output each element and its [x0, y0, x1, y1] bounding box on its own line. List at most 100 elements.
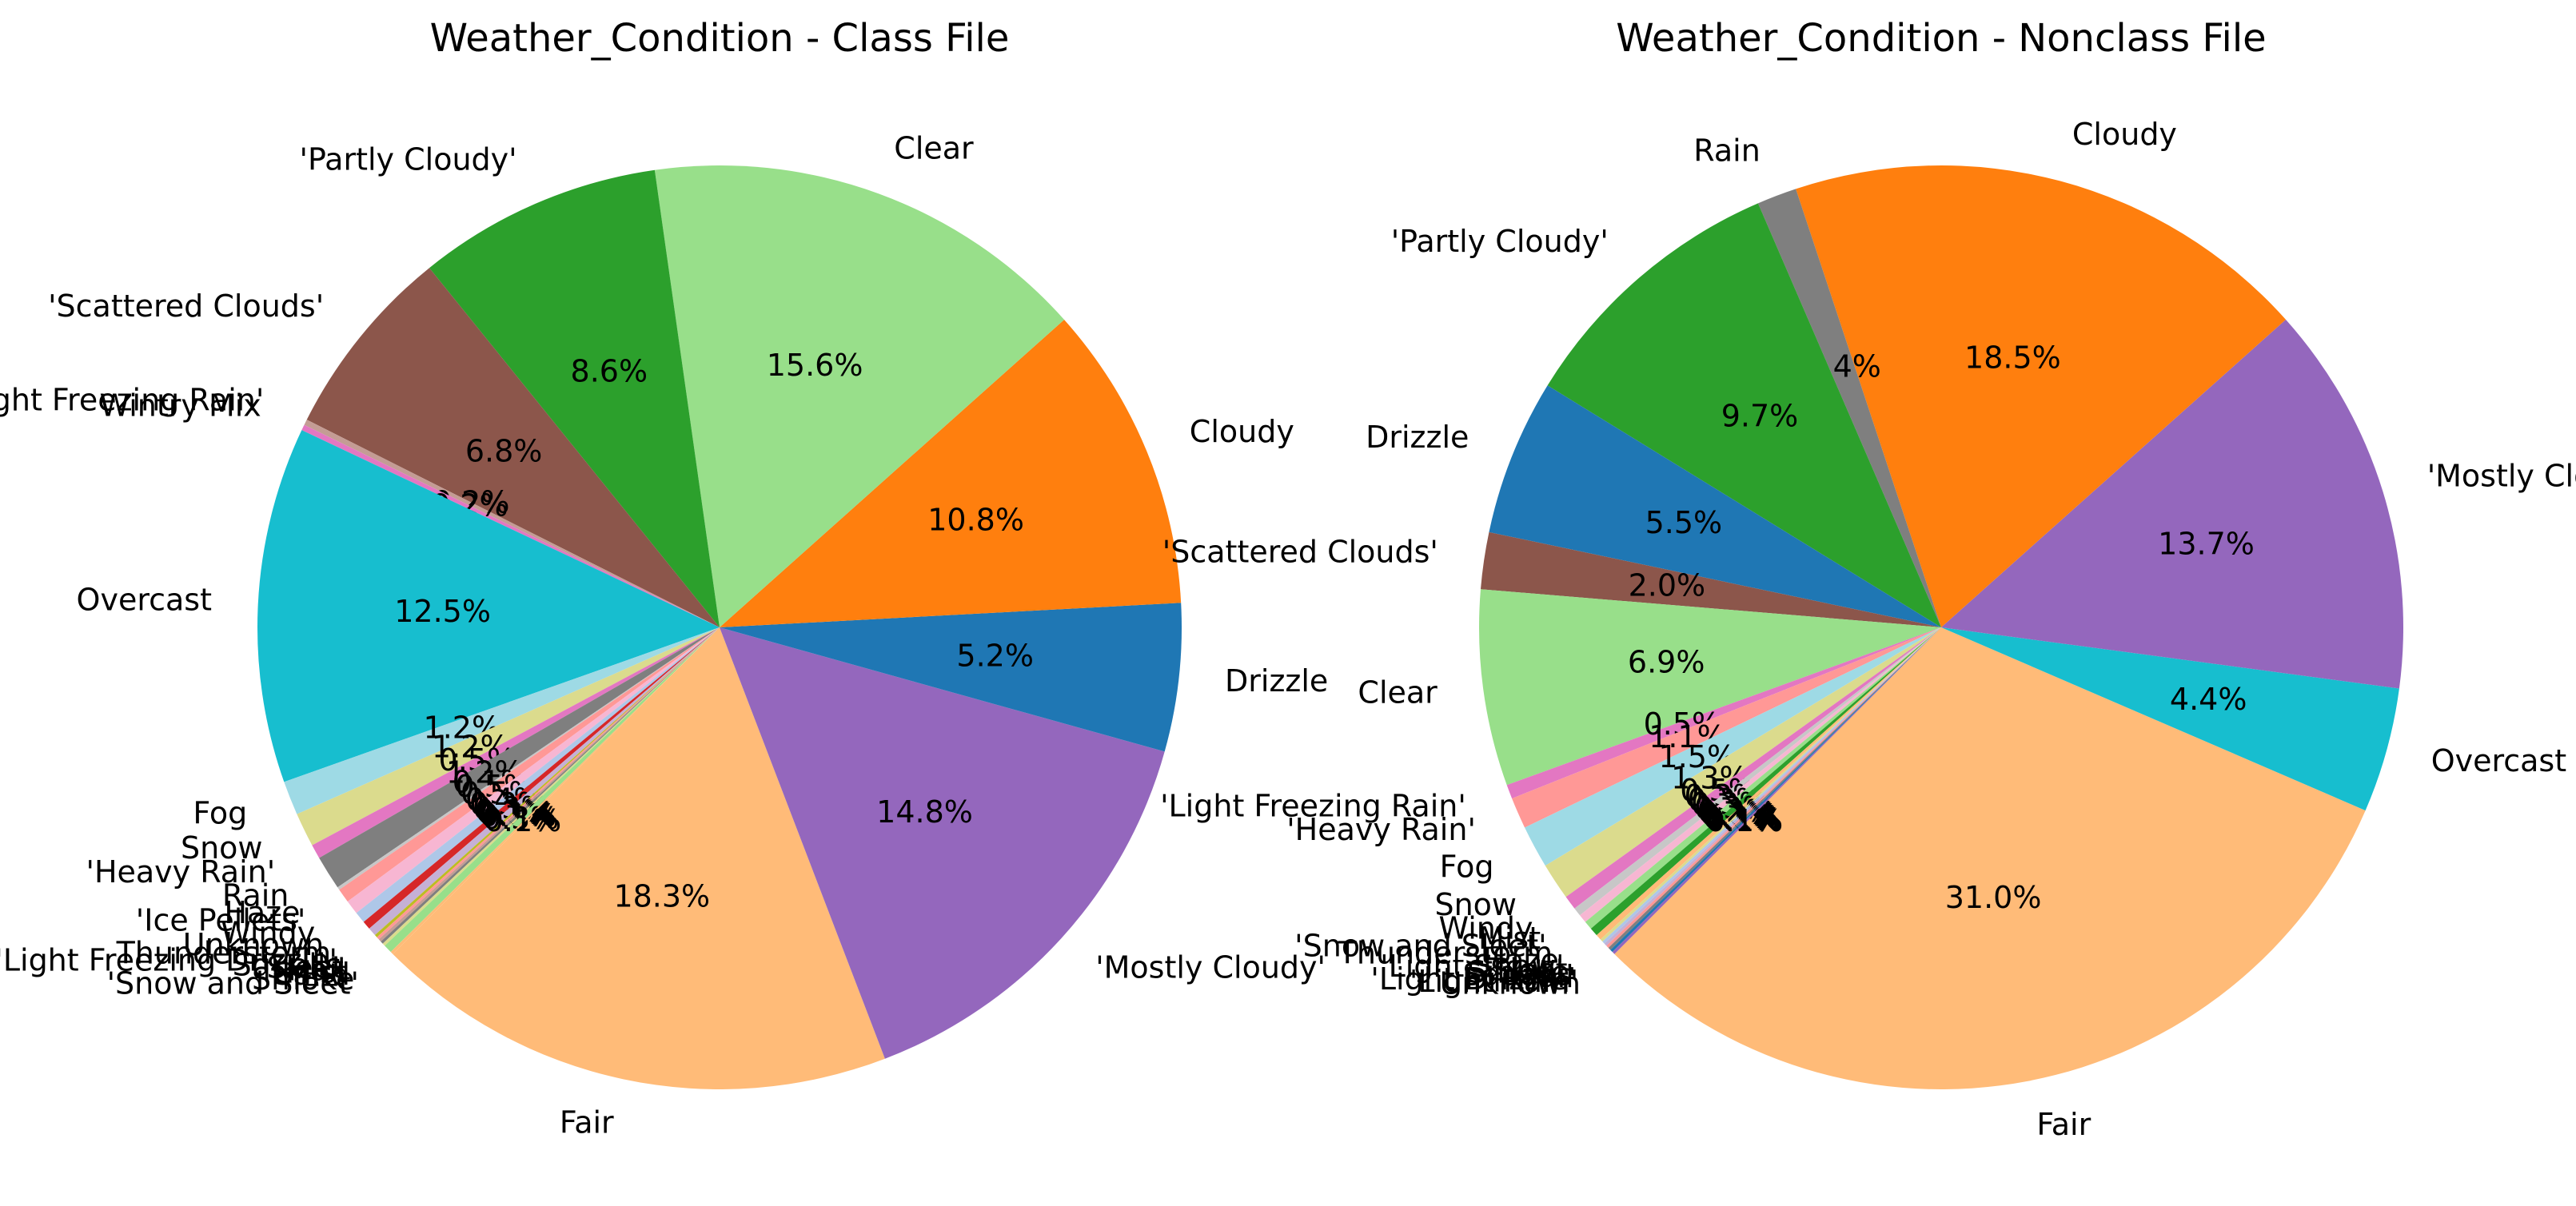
pie-slice-clear [1479, 589, 1941, 786]
pie-slice-squalls [1604, 627, 1941, 946]
pie-slice-fair [393, 627, 885, 1090]
pie-slice-heavy-rain [1512, 627, 1941, 828]
slice-percent-partly-cloudy: 8.6% [571, 353, 648, 388]
chart-title-class-file: Weather_Condition - Class File [430, 16, 1010, 61]
slice-label-light-drizzle: 'Light Drizzle' [1370, 961, 1576, 997]
slice-label-windy: Windy [221, 916, 315, 951]
chart-title-nonclass-file: Weather_Condition - Nonclass File [1616, 16, 2266, 61]
slice-percent-scattered-clouds: 2.0% [1629, 567, 1706, 603]
slice-label-scattered-clouds: 'Scattered Clouds' [48, 289, 324, 324]
slice-label-mist: Mist [285, 954, 348, 989]
slice-label-cloudy: Cloudy [2072, 117, 2177, 152]
slice-label-snow: Snow [1434, 887, 1517, 922]
slice-percent-hail: 0.1% [1702, 799, 1780, 834]
slice-label-smoke: Smoke [1467, 954, 1569, 989]
pie-slice-clear [654, 165, 1065, 627]
slice-label-wintry-mix: Wintry Mix [99, 388, 261, 423]
pie-slice-overcast [257, 430, 720, 782]
slice-percent-cloudy: 18.5% [1964, 340, 2061, 375]
slice-label-sleet: Sleet [266, 950, 343, 985]
slice-label-sleet: Sleet [1490, 953, 1567, 988]
slice-label-hail: Hail [1516, 959, 1574, 994]
slice-percent-mostly-cloudy: 14.8% [876, 794, 973, 830]
pie-chart-nonclass-file: Weather_Condition - Nonclass File Fair 31… [1160, 16, 2576, 1142]
slice-label-clear: Clear [1358, 675, 1438, 710]
slice-percent-light-drizzle: 0.1% [1704, 801, 1781, 836]
slice-label-light-snow: 'Light Snow' [1380, 949, 1564, 984]
slice-label-light-freezing-drizzle: 'Light Freezing Drizzle' [0, 943, 337, 978]
slice-label-haze: Haze [224, 895, 300, 930]
pie-slice-hail [378, 627, 720, 942]
slice-label-overcast: Overcast [77, 583, 212, 618]
slice-label-squalls: Squalls [1462, 957, 1572, 992]
slice-percent-cloudy: 10.8% [927, 502, 1024, 537]
slice-percent-drizzle: 5.5% [1645, 505, 1723, 540]
pie-slice-light-rain [1610, 627, 1941, 953]
slice-percent-fair: 18.3% [613, 879, 710, 914]
slice-label-clear: Clear [894, 130, 974, 165]
slice-label-squalls: Squalls [233, 948, 342, 983]
pie-slice-windy [347, 627, 720, 913]
pie-slice-sleet [1600, 627, 1941, 942]
pie-slice-heavy-rain [312, 627, 720, 858]
slice-label-thunderstorm: Thunderstorm [116, 936, 332, 971]
slice-percent-clear: 6.9% [1628, 644, 1705, 679]
pie-slice-windy [1565, 627, 1941, 909]
slice-label-hail: Hail [288, 952, 346, 987]
pie-slice-fog [1525, 627, 1941, 866]
pie-slice-mist [381, 627, 720, 944]
slice-label-snow: Snow [181, 830, 263, 866]
slice-label-drizzle: Drizzle [1225, 663, 1328, 699]
pie-slice-fog [284, 627, 720, 814]
pie-slice-partly-cloudy [1547, 203, 1941, 628]
pie-slice-ice-pellets [339, 627, 720, 902]
slice-label-drizzle: Drizzle [1366, 420, 1469, 455]
pie-slice-thunderstorm [363, 627, 720, 929]
slice-percent-drizzle: 5.2% [956, 638, 1034, 673]
pie-slice-sleet [377, 627, 720, 940]
pie-slice-sand [382, 627, 720, 946]
pie-slice-cloudy [720, 319, 1182, 627]
pie-chart-class-file: Weather_Condition - Class File Fair 18.3%… [0, 16, 1328, 1140]
pie-slice-rain [319, 627, 720, 888]
slice-percent-light-rain: 0.1% [1705, 802, 1782, 837]
slice-label-haze: Haze [1483, 943, 1559, 978]
pie-slice-smoke [385, 627, 720, 953]
pie-slice-snow-and-sleet [1580, 627, 1941, 922]
slice-percent-unknown: 0.1% [1706, 803, 1784, 838]
pie-slice-light-freezing-rain [1506, 627, 1941, 799]
slice-label-fog: Fog [1440, 850, 1494, 885]
pie-slice-fair [1614, 627, 2366, 1090]
pie-slice-haze [1590, 627, 1941, 936]
slice-label-mist: Mist [1478, 921, 1541, 956]
pie-slice-scattered-clouds [1480, 531, 1941, 627]
pie-slice-wintry-mix [301, 424, 720, 627]
slice-label-snow-and-sleet: 'Snow and Sleet' [1294, 928, 1546, 963]
pie-slice-scattered-clouds [306, 268, 720, 627]
slice-percent-overcast: 12.5% [394, 594, 491, 629]
slice-label-mostly-cloudy: 'Mostly Cloudy' [1095, 950, 1326, 985]
slice-label-light-freezing-rain: 'Light Freezing Rain' [1160, 789, 1466, 824]
slice-label-sand: Sand [273, 957, 350, 992]
pie-slice-unknown [1612, 627, 1941, 954]
slice-percent-snow-and-sleet: 0.1% [484, 803, 562, 838]
pie-slice-hail [1606, 627, 1941, 948]
slice-percent-scattered-clouds: 6.8% [465, 434, 543, 469]
pie-slice-smoke [1602, 627, 1941, 944]
pie-slice-light-drizzle [1608, 627, 1941, 950]
pie-slice-mostly-cloudy [720, 627, 1165, 1059]
pie-slice-unknown [356, 627, 720, 922]
pie-slice-overcast [1941, 627, 2399, 811]
pie-slice-snow [297, 627, 720, 846]
slice-label-rain: Rain [1693, 133, 1761, 168]
slice-label-rain: Rain [222, 878, 289, 913]
slice-percent-smoke: 0.3% [482, 801, 560, 836]
slice-label-unknown: Unknown [183, 927, 324, 962]
slice-label-thunderstorm: Thunderstorm [1338, 936, 1553, 971]
pie-slice-snow-and-sleet [390, 627, 720, 954]
slice-label-cloudy: Cloudy [1190, 414, 1294, 449]
slice-percent-overcast: 4.4% [2170, 682, 2247, 717]
slice-label-heavy-rain: 'Heavy Rain' [1286, 812, 1476, 847]
pie-slice-light-snow [1596, 627, 1941, 940]
